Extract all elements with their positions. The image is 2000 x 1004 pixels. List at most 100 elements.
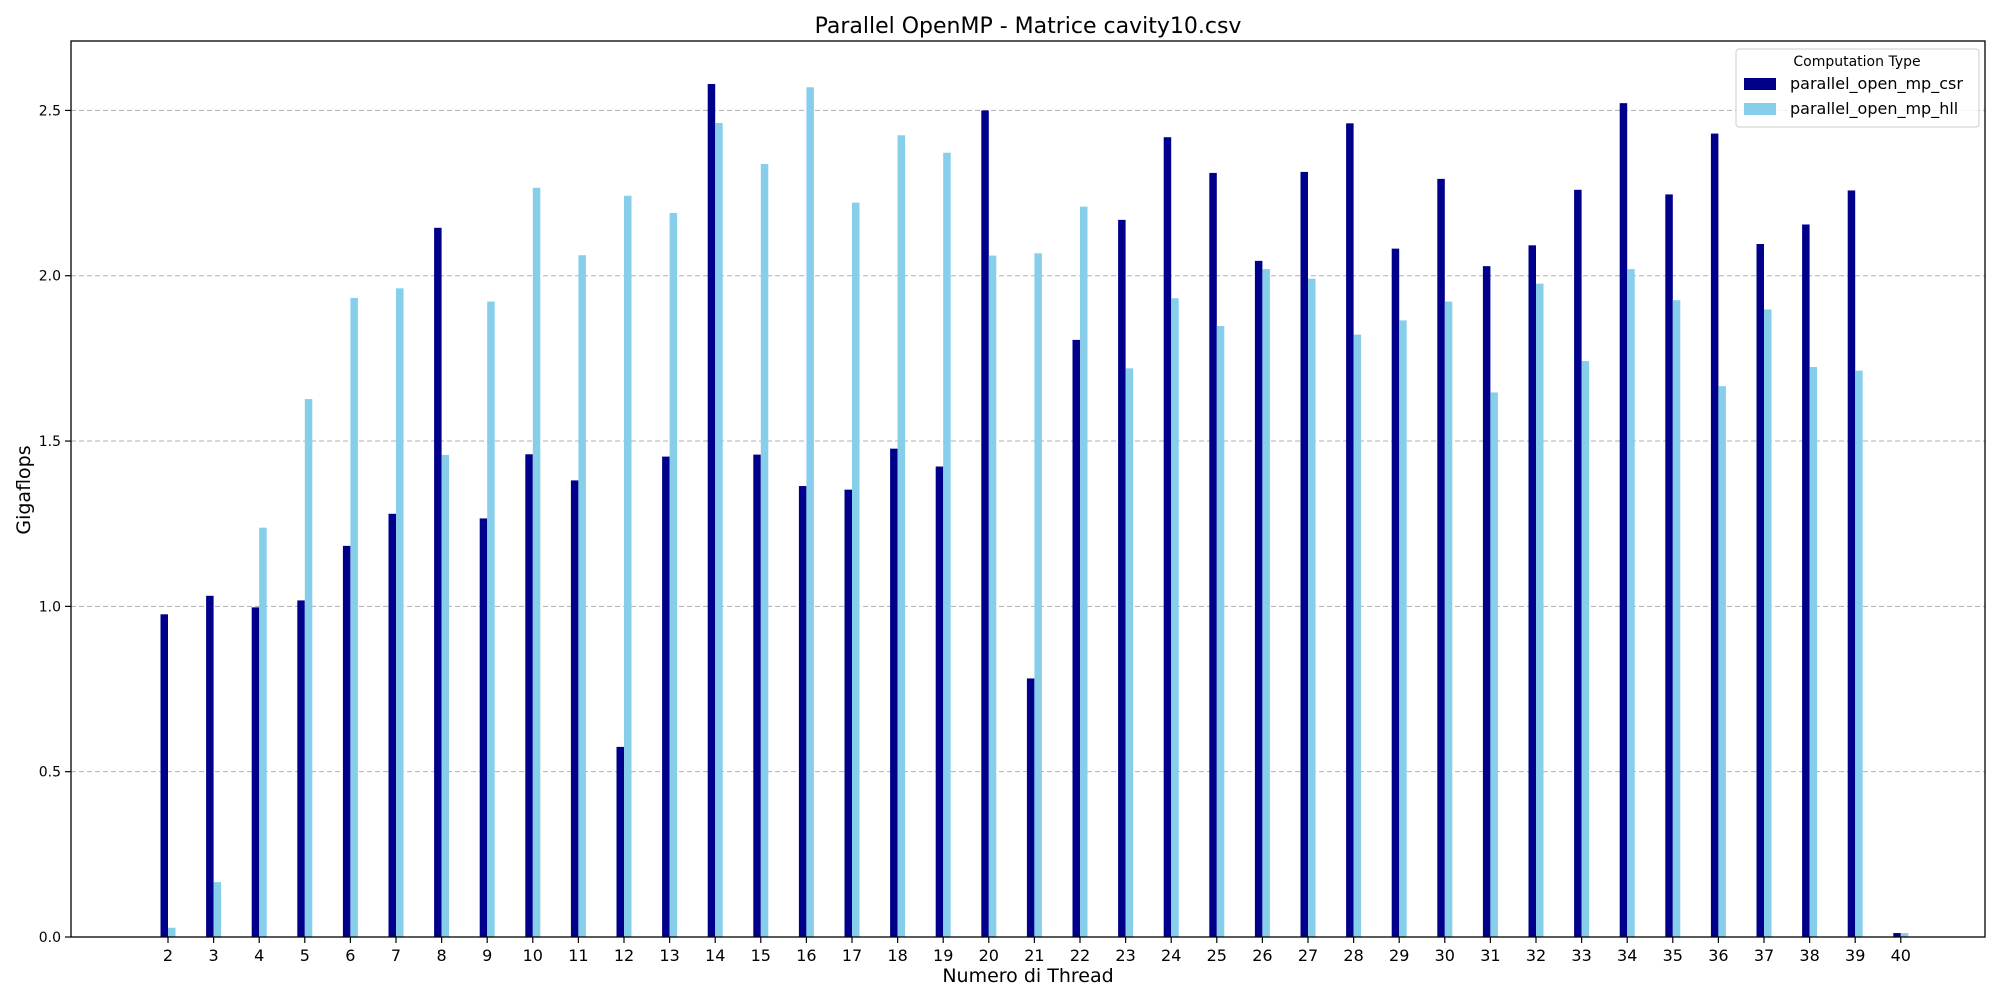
bar-parallel_open_mp_csr-8 <box>434 227 442 937</box>
x-tick-label: 23 <box>1115 946 1135 965</box>
y-tick-label: 2.5 <box>39 103 61 119</box>
bar-parallel_open_mp_hll-23 <box>1125 368 1134 937</box>
x-tick-label: 14 <box>705 946 725 965</box>
bar-parallel_open_mp_hll-29 <box>1399 320 1407 937</box>
x-tick-label: 22 <box>1070 946 1090 965</box>
x-tick-label: 28 <box>1343 946 1363 965</box>
chart-title: Parallel OpenMP - Matrice cavity10.csv <box>815 14 1242 39</box>
bar-parallel_open_mp_hll-39 <box>1855 370 1863 937</box>
x-tick-label: 21 <box>1024 946 1044 965</box>
bar-parallel_open_mp_csr-26 <box>1254 260 1263 937</box>
legend-swatch-hll <box>1744 103 1776 115</box>
bar-parallel_open_mp_csr-39 <box>1847 190 1856 937</box>
bar-parallel_open_mp_hll-38 <box>1809 366 1818 937</box>
x-tick-label: 30 <box>1435 946 1455 965</box>
bar-parallel_open_mp_hll-25 <box>1216 326 1225 937</box>
bar-parallel_open_mp_hll-33 <box>1581 361 1590 937</box>
bar-parallel_open_mp_csr-40 <box>1893 933 1901 937</box>
x-tick-label: 9 <box>482 946 492 965</box>
x-tick-label: 4 <box>254 946 264 965</box>
bar-parallel_open_mp_hll-20 <box>988 255 997 937</box>
bar-parallel_open_mp_csr-28 <box>1346 123 1354 938</box>
bar-parallel_open_mp_csr-17 <box>844 489 852 937</box>
bar-parallel_open_mp_hll-6 <box>350 297 358 937</box>
bar-parallel_open_mp_hll-34 <box>1627 269 1635 938</box>
bar-parallel_open_mp_csr-2 <box>160 614 168 937</box>
bar-parallel_open_mp_csr-7 <box>388 513 396 937</box>
bar-parallel_open_mp_csr-4 <box>251 607 260 937</box>
x-tick-label: 10 <box>523 946 543 965</box>
legend-swatch-csr <box>1744 78 1776 90</box>
bar-parallel_open_mp_csr-14 <box>707 83 716 937</box>
bar-parallel_open_mp_csr-10 <box>525 454 533 937</box>
x-tick-label: 31 <box>1480 946 1500 965</box>
bar-parallel_open_mp_csr-13 <box>662 456 670 937</box>
legend-frame <box>1735 48 1980 128</box>
bar-parallel_open_mp_hll-37 <box>1764 309 1772 937</box>
bar-parallel_open_mp_hll-3 <box>213 882 222 937</box>
x-axis-label: Numero di Thread <box>942 965 1113 987</box>
y-tick-label: 0.5 <box>39 765 61 781</box>
x-tick-label: 33 <box>1571 946 1591 965</box>
x-tick-label: 11 <box>568 946 588 965</box>
bar-parallel_open_mp_csr-19 <box>935 466 944 937</box>
x-tick-label: 29 <box>1389 946 1409 965</box>
bar-parallel_open_mp_csr-34 <box>1619 103 1628 937</box>
x-tick-label: 2 <box>163 946 173 965</box>
x-tick-label: 26 <box>1252 946 1272 965</box>
bar-parallel_open_mp_csr-11 <box>570 480 579 937</box>
y-tick-label: 2.0 <box>39 269 61 285</box>
bar-parallel_open_mp_hll-32 <box>1536 283 1544 938</box>
bar-parallel_open_mp_hll-27 <box>1308 278 1316 937</box>
bar-parallel_open_mp_csr-29 <box>1391 248 1400 938</box>
bar-parallel_open_mp_hll-5 <box>304 399 313 938</box>
bar-parallel_open_mp_csr-20 <box>981 110 989 937</box>
bar-parallel_open_mp_csr-36 <box>1710 133 1719 937</box>
bar-parallel_open_mp_csr-3 <box>206 595 214 937</box>
x-tick-label: 34 <box>1617 946 1637 965</box>
x-tick-label: 5 <box>300 946 310 965</box>
bar-parallel_open_mp_csr-15 <box>753 454 761 937</box>
x-tick-label: 7 <box>391 946 401 965</box>
x-tick-label: 32 <box>1526 946 1546 965</box>
bar-parallel_open_mp_csr-35 <box>1665 194 1673 937</box>
bar-parallel_open_mp_hll-2 <box>168 927 176 937</box>
bar-parallel_open_mp_hll-10 <box>532 187 541 937</box>
bar-parallel_open_mp_csr-25 <box>1209 172 1217 937</box>
bar-parallel_open_mp_hll-31 <box>1490 392 1498 938</box>
bar-parallel_open_mp_csr-38 <box>1802 224 1810 937</box>
bar-parallel_open_mp_csr-32 <box>1528 245 1536 937</box>
x-tick-label: 37 <box>1754 946 1774 965</box>
bar-parallel_open_mp_csr-9 <box>479 518 488 937</box>
y-axis-ticks: 0.0 0.5 1.0 1.5 2.0 2.5 <box>39 103 71 946</box>
grid-lines <box>71 109 1985 773</box>
legend-title: Computation Type <box>1793 54 1920 70</box>
bar-parallel_open_mp_csr-27 <box>1300 171 1308 937</box>
bar-parallel_open_mp_hll-26 <box>1262 269 1270 938</box>
bar-parallel_open_mp_hll-4 <box>259 527 267 937</box>
bar-parallel_open_mp_hll-9 <box>487 301 495 938</box>
x-tick-label: 20 <box>979 946 999 965</box>
x-axis-ticks: 2 3 4 5 6 7 8 9 10 11 12 13 14 15 16 17 18 19 20 21 22 23 24 25… <box>163 937 1911 965</box>
y-tick-label: 1.5 <box>39 434 61 450</box>
legend-label-hll: parallel_open_mp_hll <box>1790 99 1958 119</box>
bar-parallel_open_mp_hll-17 <box>852 202 860 937</box>
x-tick-label: 15 <box>751 946 771 965</box>
x-tick-label: 24 <box>1161 946 1181 965</box>
bar-parallel_open_mp_hll-40 <box>1900 933 1909 937</box>
bar-parallel_open_mp_csr-12 <box>616 746 624 937</box>
x-tick-label: 35 <box>1663 946 1683 965</box>
x-tick-label: 8 <box>437 946 447 965</box>
bar-parallel_open_mp_csr-33 <box>1574 189 1582 937</box>
x-tick-label: 27 <box>1298 946 1318 965</box>
bar-parallel_open_mp_csr-24 <box>1163 137 1172 938</box>
bar-parallel_open_mp_hll-19 <box>943 152 951 938</box>
y-tick-label: 0.0 <box>39 930 61 946</box>
bar-parallel_open_mp_csr-16 <box>798 486 807 937</box>
bar-parallel_open_mp_hll-12 <box>624 195 632 937</box>
y-axis-label: Gigaflops <box>13 445 35 534</box>
bar-parallel_open_mp_csr-5 <box>297 600 305 937</box>
x-tick-label: 19 <box>933 946 953 965</box>
x-tick-label: 36 <box>1708 946 1728 965</box>
